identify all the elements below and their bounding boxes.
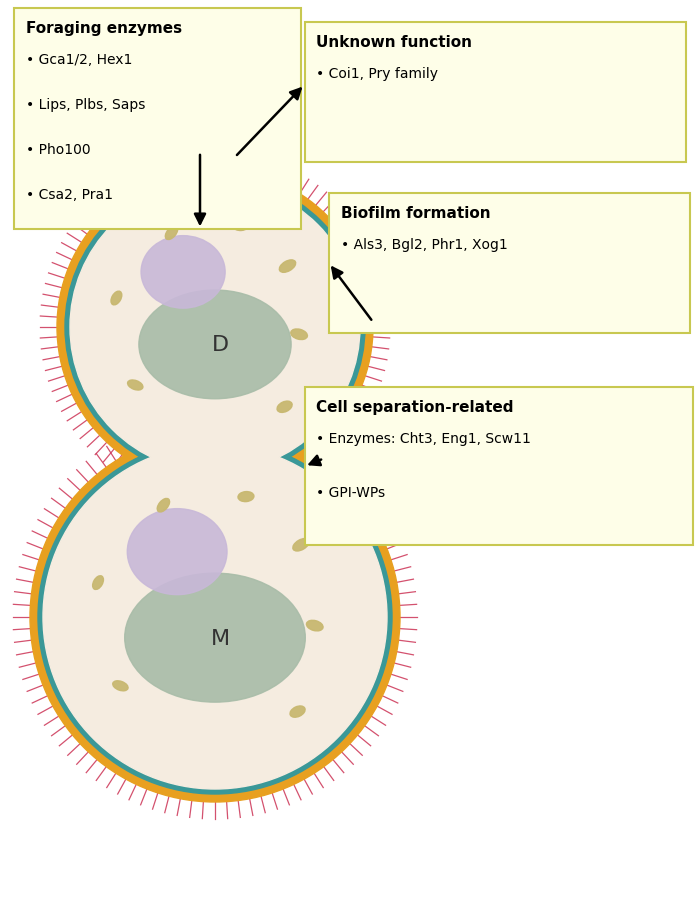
- Ellipse shape: [158, 499, 169, 512]
- Ellipse shape: [277, 401, 292, 413]
- Text: D: D: [211, 335, 229, 355]
- Ellipse shape: [290, 706, 305, 717]
- Ellipse shape: [290, 329, 307, 340]
- Text: Foraging enzymes: Foraging enzymes: [26, 21, 182, 36]
- Text: • Lips, Plbs, Saps: • Lips, Plbs, Saps: [26, 98, 146, 112]
- Ellipse shape: [141, 236, 225, 308]
- Text: • Coi1, Pry family: • Coi1, Pry family: [316, 67, 438, 80]
- Circle shape: [38, 440, 392, 794]
- Ellipse shape: [307, 621, 323, 631]
- Circle shape: [30, 433, 400, 802]
- Ellipse shape: [92, 576, 104, 590]
- Text: Unknown function: Unknown function: [316, 34, 473, 50]
- Ellipse shape: [125, 574, 305, 703]
- Text: • Gca1/2, Hex1: • Gca1/2, Hex1: [26, 53, 132, 67]
- Ellipse shape: [233, 221, 249, 231]
- Ellipse shape: [293, 538, 309, 551]
- Text: • Csa2, Pra1: • Csa2, Pra1: [26, 188, 113, 202]
- Ellipse shape: [111, 292, 122, 306]
- Ellipse shape: [113, 681, 128, 691]
- Text: • GPI-WPs: • GPI-WPs: [316, 485, 386, 499]
- Circle shape: [57, 170, 373, 485]
- Ellipse shape: [127, 509, 227, 595]
- Ellipse shape: [127, 381, 143, 391]
- Ellipse shape: [279, 261, 295, 273]
- Text: Cell separation-related: Cell separation-related: [316, 400, 514, 415]
- Circle shape: [43, 446, 387, 789]
- Text: • Pho100: • Pho100: [26, 143, 90, 157]
- FancyBboxPatch shape: [304, 388, 693, 546]
- Ellipse shape: [139, 290, 291, 400]
- Text: M: M: [211, 628, 230, 648]
- FancyBboxPatch shape: [304, 23, 686, 162]
- Text: • Als3, Bgl2, Phr1, Xog1: • Als3, Bgl2, Phr1, Xog1: [341, 238, 508, 252]
- Circle shape: [65, 178, 365, 477]
- Ellipse shape: [165, 226, 178, 240]
- FancyBboxPatch shape: [329, 194, 690, 334]
- Text: Biofilm formation: Biofilm formation: [341, 206, 491, 221]
- Circle shape: [70, 183, 360, 473]
- Text: • Enzymes: Cht3, Eng1, Scw11: • Enzymes: Cht3, Eng1, Scw11: [316, 432, 531, 446]
- FancyBboxPatch shape: [14, 9, 301, 230]
- Ellipse shape: [238, 492, 254, 502]
